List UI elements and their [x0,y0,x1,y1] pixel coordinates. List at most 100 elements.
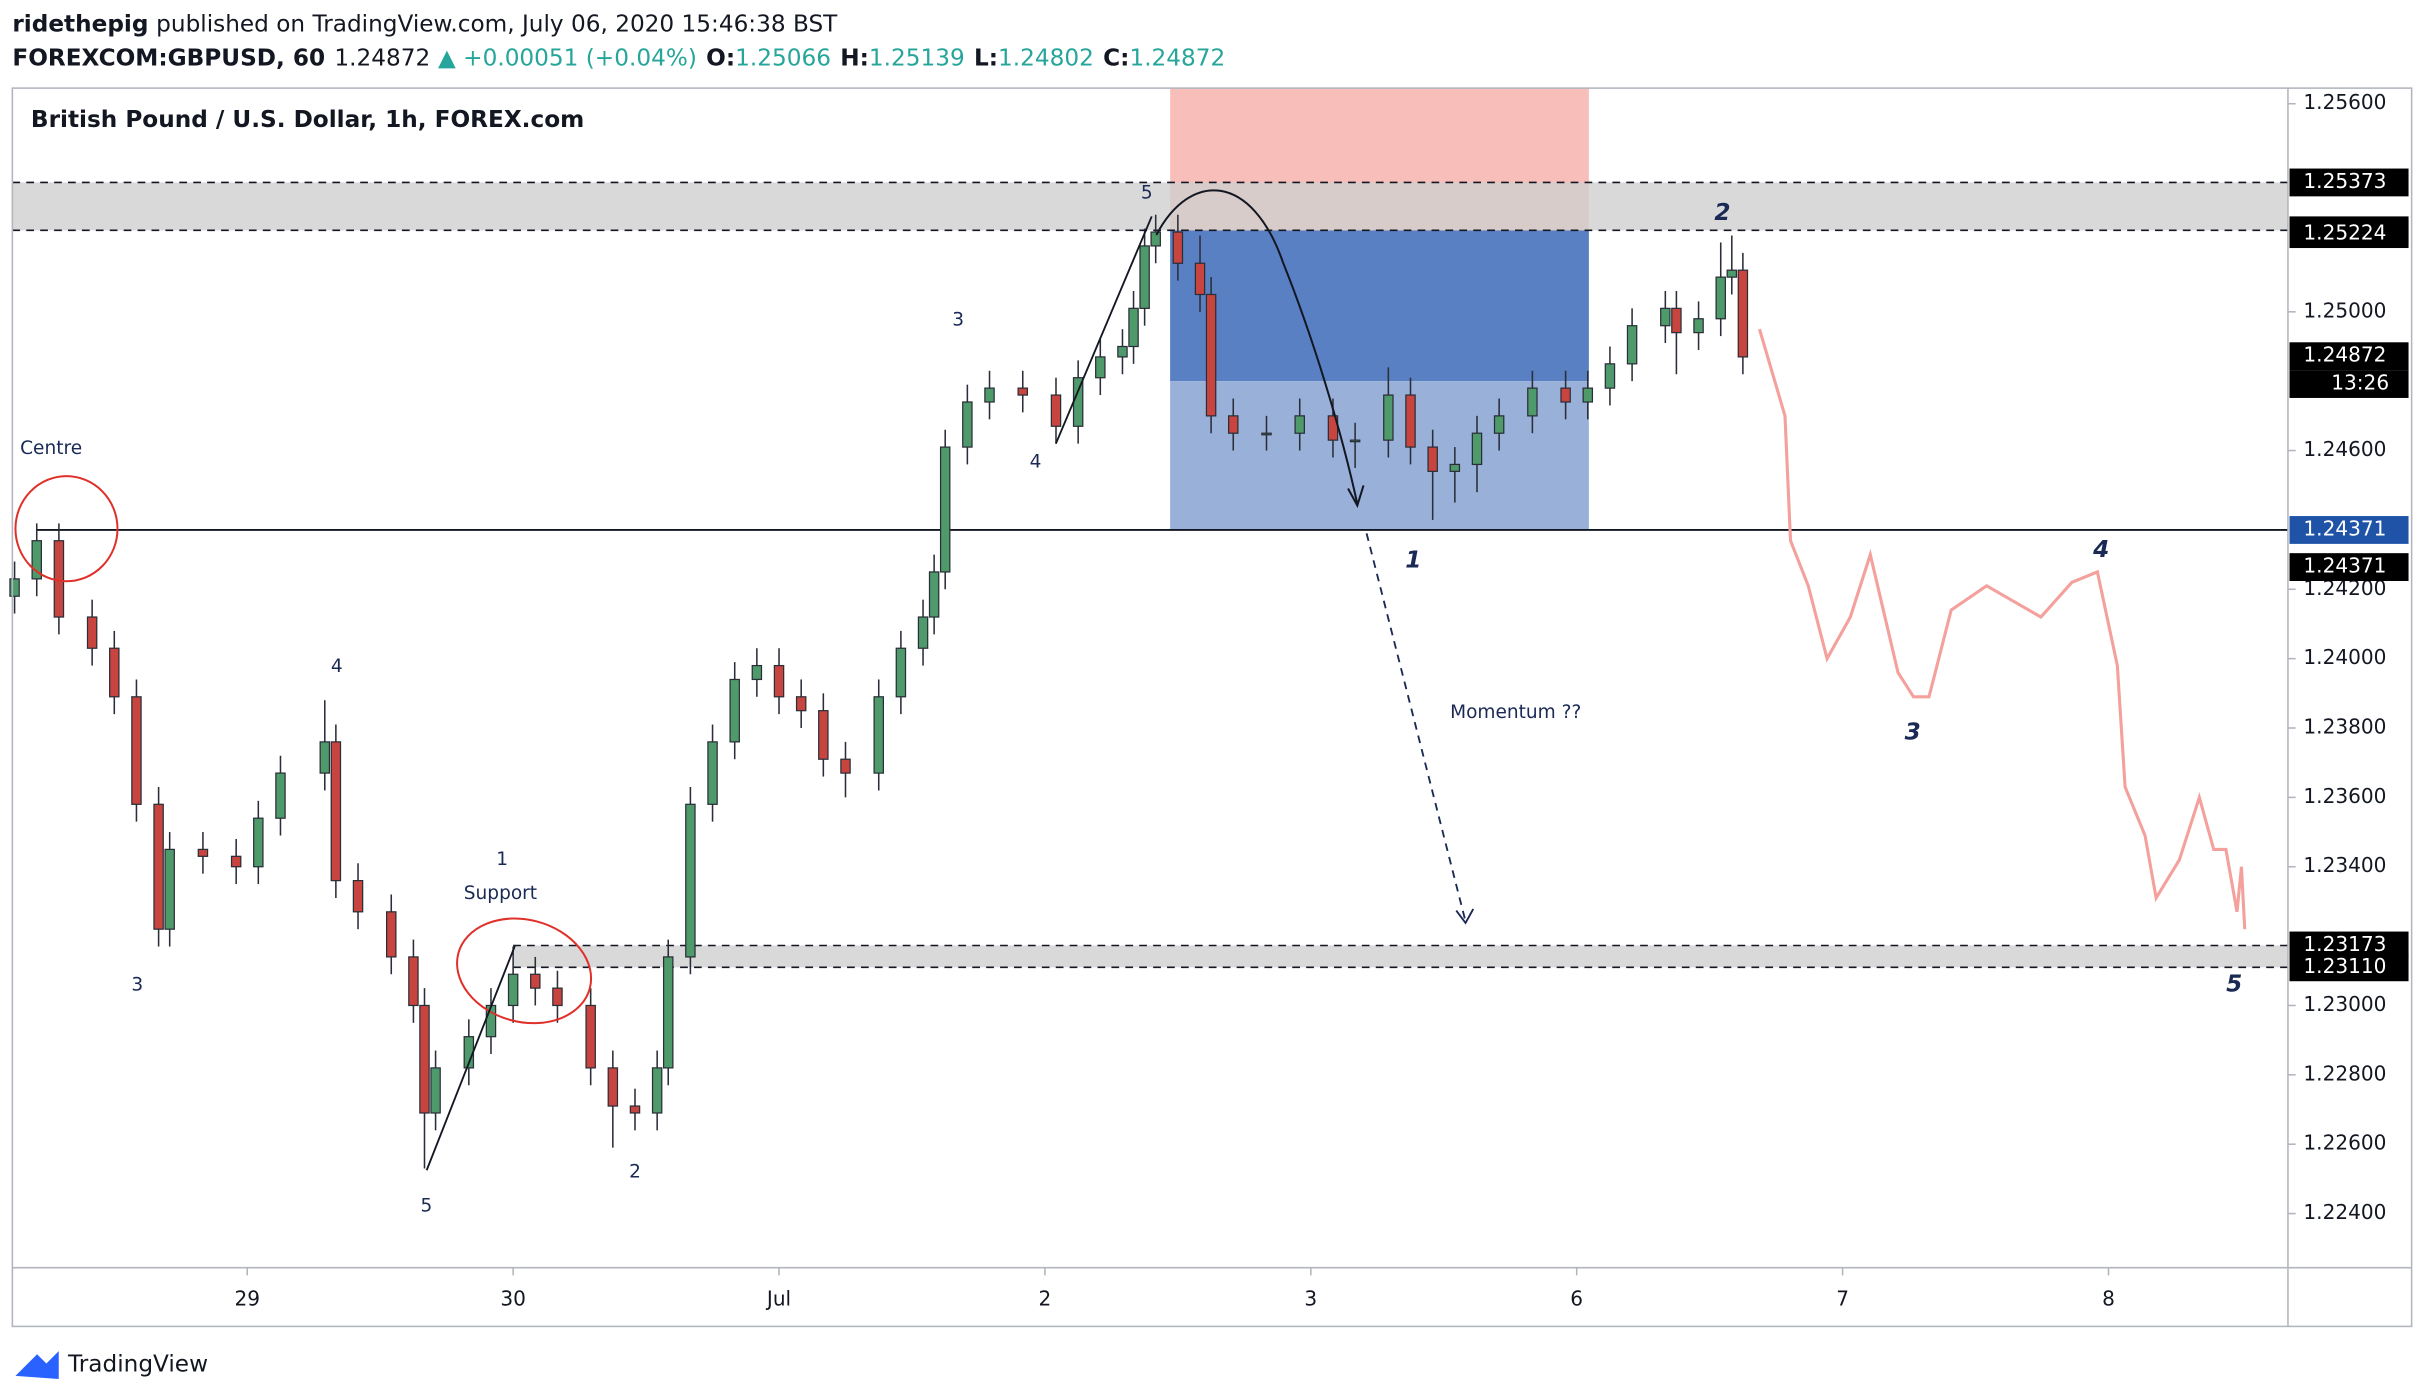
candle-body [530,973,541,989]
y-tick-label: 1.24000 [2303,645,2386,669]
candle-body [1139,245,1150,309]
y-tick-label: 1.25600 [2303,90,2386,114]
x-tick-label: 6 [1570,1287,1583,1311]
header-line: ridethepig published on TradingView.com, … [12,10,838,37]
footer-text: TradingView [67,1351,208,1378]
candle-body [230,855,242,868]
candle-body [253,817,264,868]
candle-body [1671,307,1682,334]
candle-body [1227,415,1239,434]
y-tick-label: 1.23800 [2303,715,2386,739]
change: ▲ +0.00051 (+0.04%) [438,44,697,71]
annotation: 4 [331,656,343,677]
candle-body [408,956,419,1007]
candle-body [164,848,175,930]
candle-body [53,540,65,618]
candle-body [1715,276,1726,320]
candle-body [352,879,364,913]
candle-body [751,664,763,681]
annotation: 3 [131,974,143,995]
support-circle [456,917,593,1025]
dashed-arrow [1365,533,1467,922]
published: published on TradingView.com, July 06, 2… [156,10,838,37]
y-tick-label: 1.22600 [2303,1131,2386,1155]
last-price: 1.24872 [334,44,430,71]
price-label: 1.25373 [2303,169,2386,193]
candle-body [1471,432,1483,466]
candle-body [153,803,164,930]
price-label: 1.24371 [2303,554,2386,578]
candle-body [1737,269,1749,358]
candle-body [707,741,718,805]
price-label-bg [2289,342,2409,371]
annotation: Momentum ?? [1450,702,1581,723]
candle-body [1194,262,1206,296]
candle-body [607,1067,619,1107]
ohlc-value: 1.24802 [998,44,1094,71]
candle-body [818,710,829,760]
candle-body [962,401,973,448]
ohlc-label: H: [840,44,869,71]
ohlc-label: C: [1103,44,1129,71]
price-label: 1.23173 [2303,932,2386,956]
annotation: 4 [1030,452,1042,473]
candle-body [1604,363,1616,389]
candle-body [1128,307,1139,348]
y-tick-label: 1.22400 [2303,1200,2386,1224]
candle-body [917,616,929,649]
candle-body [86,616,98,649]
price-label-bg [2289,168,2409,197]
candle-body [1383,394,1394,441]
main-layer: 1.256001.250001.246001.242001.240001.238… [9,90,2386,1311]
annotation: Centre [20,438,82,459]
annotation: Support [464,883,537,904]
candle-body [895,647,907,698]
ohlc-value: 1.24872 [1129,44,1225,71]
price-label: 1.23110 [2303,954,2386,978]
ohlc-label: L: [974,44,998,71]
candle-body [1405,394,1416,448]
annotation: 4 [2092,536,2109,563]
wave-line [425,945,516,1171]
price-label: 1.25224 [2303,221,2386,245]
countdown-bg [2289,370,2409,398]
arrow-head [1347,485,1365,509]
candle-body [552,987,563,1007]
candle-body [1560,387,1571,403]
candle-body [1172,231,1184,264]
candle-body [1582,387,1594,403]
candle-body [131,696,142,805]
candle-body [1726,269,1738,278]
tradingview-logo: TradingView [15,1351,208,1379]
candle-body [31,540,42,580]
candle-body [9,578,20,597]
candle-body [1150,231,1161,247]
candle-body [662,956,674,1069]
candle-body [585,1004,596,1069]
annotation: 3 [1905,718,1921,745]
symbol: FOREXCOM:GBPUSD, 60 [12,44,325,71]
candle-body [1117,345,1128,358]
candle-body [773,664,785,698]
candle-body [795,696,807,712]
annotation: 1 [1405,547,1421,574]
annotation: 5 [1141,183,1153,204]
candle-body [1261,432,1272,436]
arrow-head [1455,908,1475,925]
zone [513,945,2288,968]
logo-icon [15,1351,59,1379]
candle-body [1527,387,1538,417]
candle-body [1205,293,1217,417]
candle-body [430,1067,441,1114]
candle-body [651,1067,663,1114]
candle-body [840,758,851,774]
x-tick-label: 3 [1304,1287,1317,1311]
candle-body [1349,439,1361,443]
candle-body [1427,446,1438,472]
ohlc-label: O: [706,44,735,71]
ohlc-value: 1.25139 [869,44,965,71]
x-tick-label: 8 [2102,1287,2115,1311]
candle-body [685,803,696,958]
candle-body [984,387,995,403]
